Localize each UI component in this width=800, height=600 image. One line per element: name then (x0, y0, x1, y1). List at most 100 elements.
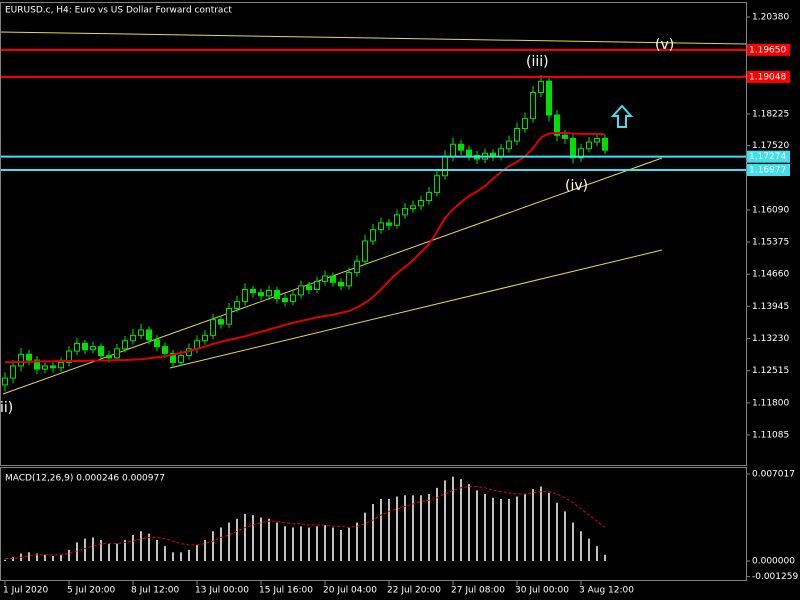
price-level-tag (747, 43, 790, 56)
macd-bar (404, 495, 406, 561)
x-tick-label: 15 Jul 16:00 (259, 586, 313, 596)
candle-body (538, 80, 544, 94)
candle-body (274, 289, 280, 299)
up-arrow (610, 104, 634, 128)
x-tick-label: 5 Jul 20:00 (67, 586, 116, 596)
wave-label: ii) (0, 400, 13, 416)
price-level-tag (747, 70, 790, 83)
candle-body (146, 329, 152, 341)
y-tick-label: -0.001259 (752, 572, 798, 582)
macd-bar (132, 534, 134, 561)
macd-title: MACD(12,26,9) 0.000246 0.000977 (5, 474, 165, 484)
candle-body (106, 355, 112, 359)
candle-body (410, 205, 416, 210)
price-level-tag (747, 150, 790, 163)
moving-average (5, 132, 606, 364)
price-plot (0, 48, 746, 561)
candle-body (522, 118, 528, 130)
candle-body (226, 307, 232, 325)
candle-body (42, 365, 48, 370)
x-tick-label: 13 Jul 00:00 (195, 586, 249, 596)
macd-bar (380, 499, 382, 561)
macd-bar (76, 542, 78, 561)
y-tick-label: 1.15375 (752, 238, 789, 248)
candle-body (98, 346, 104, 357)
macd-bar (356, 522, 358, 561)
macd-bar (292, 527, 294, 561)
candle-body (394, 214, 400, 226)
candle-body (306, 285, 312, 291)
candle-body (298, 285, 304, 296)
macd-frame (0, 467, 747, 581)
candle-body (442, 155, 448, 177)
candle-body (266, 289, 272, 297)
candle-body (82, 342, 88, 351)
macd-bar (252, 515, 254, 561)
candle-body (170, 352, 176, 363)
candle-body (122, 340, 128, 350)
macd-bar (492, 497, 494, 561)
macd-bar (460, 479, 462, 561)
macd-bar (420, 495, 422, 561)
candle-body (530, 92, 536, 120)
macd-bar (348, 527, 350, 561)
x-tick-label: 8 Jul 12:00 (131, 586, 180, 596)
macd-bar (524, 494, 526, 561)
macd-bar (28, 552, 30, 561)
y-tick-label: 1.17520 (752, 141, 789, 151)
candle-body (234, 301, 240, 309)
candle-body (554, 114, 560, 136)
macd-bar (188, 549, 190, 561)
macd-bar (68, 549, 70, 561)
macd-bar (84, 538, 86, 561)
macd-bar (332, 527, 334, 561)
candle-body (338, 281, 344, 287)
candle-body (114, 348, 120, 359)
y-tick-label: 0.007017 (752, 470, 795, 480)
price-level-label: 1.19048 (749, 72, 786, 82)
macd-bar (180, 552, 182, 561)
macd-bar (156, 539, 158, 561)
macd-bar (220, 527, 222, 561)
y-tick-label: 1.16090 (752, 205, 789, 215)
x-tick-label: 27 Jul 08:00 (451, 586, 505, 596)
candle-body (594, 137, 600, 143)
candle-body (66, 350, 72, 363)
y-tick-label: 1.11800 (752, 398, 789, 408)
macd-bar (44, 554, 46, 561)
macd-bar (588, 538, 590, 561)
candle-body (26, 353, 32, 361)
candle-body (2, 377, 8, 386)
candle-body (514, 128, 520, 142)
macd-bar (212, 531, 214, 561)
candle-body (570, 137, 576, 159)
macd-bar (324, 525, 326, 561)
candle-body (586, 141, 592, 150)
candle-body (386, 222, 392, 226)
candle-body (154, 339, 160, 348)
price-level-label: 1.19650 (749, 45, 786, 55)
candle-body (74, 342, 80, 352)
macd-bar (556, 502, 558, 561)
candle-body (418, 199, 424, 207)
macd-bar (260, 517, 262, 561)
macd-bar (116, 543, 118, 561)
macd-bar (340, 530, 342, 561)
candle-body (498, 148, 504, 157)
candle-body (34, 359, 40, 370)
y-tick-label: 0.000000 (752, 556, 795, 566)
candle-body (546, 80, 552, 116)
macd-bar (196, 544, 198, 561)
macd-bar (428, 494, 430, 561)
candle-body (218, 319, 224, 325)
candle-body (258, 292, 264, 297)
macd-bar (124, 539, 126, 561)
candle-body (330, 275, 336, 283)
macd-bar (484, 494, 486, 561)
macd-bar (228, 522, 230, 561)
macd-bar (100, 539, 102, 561)
candle-body (90, 346, 96, 351)
candle-body (362, 240, 368, 262)
macd-bar (452, 476, 454, 561)
